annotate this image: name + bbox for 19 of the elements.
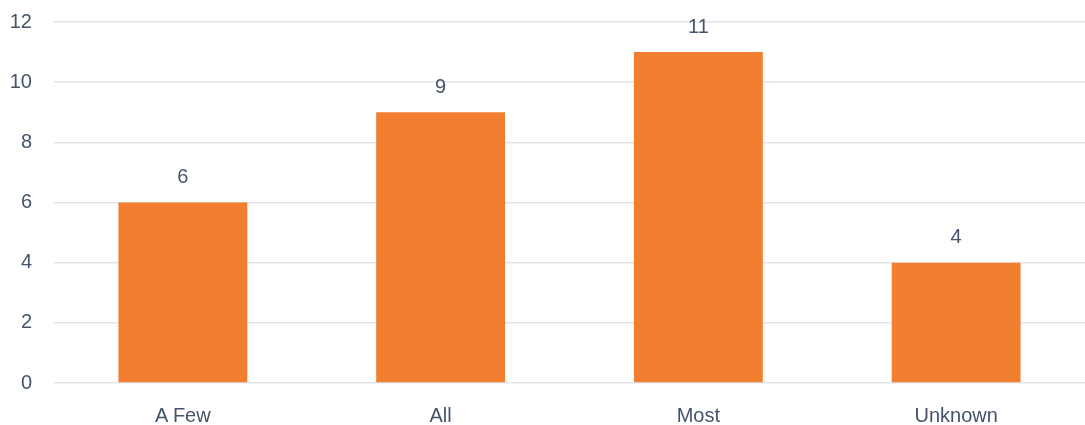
x-tick-label: All [429,403,452,425]
data-label: 4 [950,225,962,248]
x-tick-label: Most [676,403,721,425]
x-tick-label: Unknown [914,403,998,425]
y-tick-label: 8 [20,129,32,152]
y-tick-label: 12 [9,9,32,32]
bar [633,52,763,383]
data-label: 6 [177,165,189,188]
data-label: 9 [435,74,447,97]
y-tick-label: 0 [20,370,32,393]
y-tick-label: 6 [20,190,32,213]
y-tick-label: 2 [20,310,32,333]
y-tick-label: 10 [9,69,32,92]
y-tick-label: 4 [20,250,32,273]
bar [376,112,506,383]
data-label: 11 [687,14,709,37]
bar [891,262,1021,383]
x-tick-label: A Few [155,403,212,425]
bar [118,202,248,383]
